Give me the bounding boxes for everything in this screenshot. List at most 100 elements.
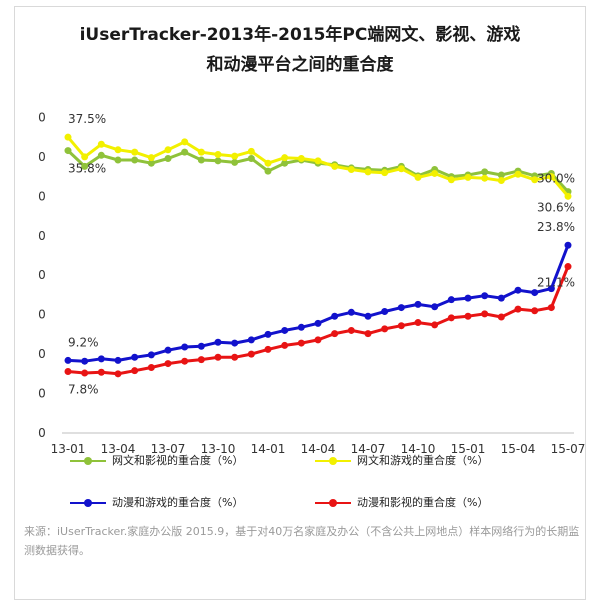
series-2-point: [181, 343, 189, 351]
series-0-point: [264, 167, 272, 175]
legend-swatch-series-0: [70, 456, 106, 466]
series-3-point: [97, 368, 105, 376]
series-2-point: [97, 355, 105, 363]
series-0-point: [147, 159, 155, 167]
series-3-point: [264, 345, 272, 353]
series-3-point: [414, 319, 422, 327]
series-2-point: [331, 312, 339, 320]
series-2-point: [197, 342, 205, 350]
series-2-point: [297, 323, 305, 331]
source-note: 来源：iUserTracker.家庭办公版 2015.9，基于对40万名家庭及办…: [24, 525, 580, 557]
data-label: 7.8%: [68, 382, 99, 396]
series-1-point: [64, 133, 72, 141]
series-2-point: [414, 300, 422, 308]
series-1-point: [114, 146, 122, 154]
series-1-point: [464, 173, 472, 181]
y-tick-label: 0: [38, 308, 46, 322]
series-2-point: [347, 308, 355, 316]
series-2-point: [131, 353, 139, 361]
series-1-point: [564, 192, 572, 200]
series-1-point: [347, 166, 355, 174]
legend-swatch-series-3: [315, 498, 351, 508]
series-1-point: [431, 169, 439, 177]
series-1-point: [247, 147, 255, 155]
data-label: 30.6%: [537, 201, 575, 215]
series-0-point: [231, 158, 239, 166]
series-2-point: [447, 296, 455, 304]
series-0-point: [247, 154, 255, 162]
series-2-point: [231, 339, 239, 347]
chart-title-line2: 和动漫平台之间的重合度: [206, 55, 394, 75]
series-1-point: [314, 157, 322, 165]
series-3-point: [247, 350, 255, 358]
x-tick-label: 13-10: [201, 442, 236, 456]
series-3-point: [364, 330, 372, 338]
series-3-point: [114, 370, 122, 378]
x-tick-label: 14-07: [351, 442, 386, 456]
y-tick-label: 0: [38, 268, 46, 282]
series-1-point: [264, 159, 272, 167]
y-tick-label: 0: [38, 229, 46, 243]
line-chart: 0 0 0 0 0 0 0 0 0 13-01 13-04 13-07 13-10 14-01 14-04 1…: [38, 110, 586, 456]
series-2-point: [397, 304, 405, 312]
series-1-point: [414, 173, 422, 181]
series-0-point: [64, 147, 72, 155]
series-1-point: [147, 154, 155, 162]
series-2-point: [531, 289, 539, 297]
legend-item-series-3: 动漫和影视的重合度（%）: [315, 494, 488, 510]
series-3-point: [347, 326, 355, 334]
legend-label-series-3: 动漫和影视的重合度（%）: [357, 496, 489, 509]
series-3-point: [331, 330, 339, 338]
series-2-point: [364, 312, 372, 320]
series-1-point: [514, 170, 522, 178]
series-1-point: [547, 173, 555, 181]
series-3-point: [431, 321, 439, 329]
legend-swatch-series-2: [70, 498, 106, 508]
series-1-point: [281, 154, 289, 162]
series-0-point: [214, 157, 222, 165]
series-0-point: [81, 162, 89, 170]
series-3-point: [297, 339, 305, 347]
legend-label-series-0: 网文和影视的重合度（%）: [112, 454, 244, 467]
series-1-point: [131, 148, 139, 156]
y-tick-label: 0: [38, 189, 46, 203]
x-tick-label: 15-04: [501, 442, 536, 456]
series-3-point: [381, 325, 389, 333]
y-tick-label: 0: [38, 387, 46, 401]
series-1-point: [481, 174, 489, 182]
series-1-point: [331, 162, 339, 170]
series-2-point: [247, 336, 255, 344]
series-0-point: [281, 159, 289, 167]
series-3-point: [214, 353, 222, 361]
legend-label-series-2: 动漫和游戏的重合度（%）: [112, 496, 244, 509]
series-3-point: [564, 263, 572, 271]
series-2-point: [64, 356, 72, 364]
series-2-point: [264, 330, 272, 338]
series-0-point: [481, 168, 489, 176]
legend-item-series-1: 网文和游戏的重合度（%）: [315, 452, 488, 468]
series-2-point: [481, 292, 489, 300]
series-1-point: [197, 148, 205, 156]
legend-item-series-2: 动漫和游戏的重合度（%）: [70, 494, 243, 510]
data-label: 9.2%: [68, 335, 99, 349]
series-1-point: [497, 177, 505, 185]
y-tick-label: 0: [38, 347, 46, 361]
series-2-point: [381, 308, 389, 316]
series-2-point: [164, 346, 172, 354]
series-3-point: [464, 312, 472, 320]
series-0-point: [181, 148, 189, 156]
series-2-point: [564, 241, 572, 249]
series-0-point: [131, 156, 139, 164]
x-tick-label: 15-07: [551, 442, 586, 456]
series-3-point: [131, 367, 139, 375]
data-label: 37.5%: [68, 112, 106, 126]
legend-item-series-0: 网文和影视的重合度（%）: [70, 452, 243, 468]
series-2-point: [514, 286, 522, 294]
series-1-point: [447, 176, 455, 184]
data-label: 30.0%: [537, 171, 575, 185]
y-tick-label: 0: [38, 426, 46, 440]
series-2-point: [497, 294, 505, 302]
series-3-point: [281, 341, 289, 349]
x-tick-label: 14-04: [301, 442, 336, 456]
legend-label-series-1: 网文和游戏的重合度（%）: [357, 454, 489, 467]
